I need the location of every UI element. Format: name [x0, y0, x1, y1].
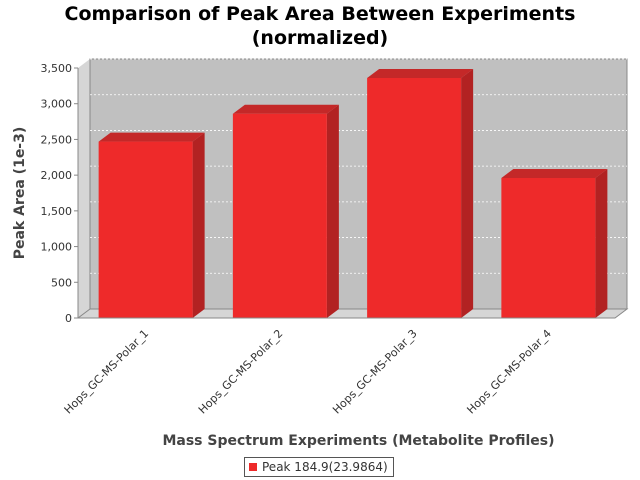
x-tick-label: Hops_GC-MS-Polar_4 [464, 327, 554, 417]
y-tick-label: 1,000 [41, 241, 73, 254]
bar-top [501, 169, 608, 178]
chart-title: Comparison of Peak Area Between Experime… [0, 2, 640, 50]
bar-side [192, 132, 205, 318]
y-tick-label: 3,000 [41, 98, 73, 111]
y-axis-label: Peak Area (1e-3) [12, 127, 28, 260]
bar-side [326, 104, 339, 318]
bar-side [595, 169, 608, 318]
legend-label: Peak 184.9(23.9864) [262, 460, 388, 474]
plot-side-wall [78, 59, 90, 318]
bar [98, 141, 193, 318]
bar-top [98, 132, 205, 142]
y-tick-label: 3,500 [41, 62, 73, 75]
x-tick-label: Hops_GC-MS-Polar_1 [62, 327, 152, 417]
y-tick-label: 2,500 [41, 133, 73, 146]
bar [501, 178, 596, 318]
x-tick-label: Hops_GC-MS-Polar_3 [330, 327, 420, 417]
legend: Peak 184.9(23.9864) [244, 457, 394, 477]
bar-top [232, 104, 339, 114]
legend-swatch [249, 463, 257, 471]
bar-top [367, 69, 474, 78]
bar [367, 78, 462, 318]
y-tick-label: 2,000 [41, 169, 73, 182]
x-axis-label: Mass Spectrum Experiments (Metabolite Pr… [162, 433, 554, 449]
y-tick-label: 1,500 [41, 205, 73, 218]
y-tick-label: 500 [51, 276, 72, 289]
bar-side [461, 69, 474, 318]
x-tick-label: Hops_GC-MS-Polar_2 [196, 327, 286, 417]
y-tick-label: 0 [65, 312, 72, 325]
chart-title-line-2: (normalized) [251, 27, 389, 49]
chart-title-line-1: Comparison of Peak Area Between Experime… [64, 3, 576, 25]
bar [232, 113, 327, 318]
